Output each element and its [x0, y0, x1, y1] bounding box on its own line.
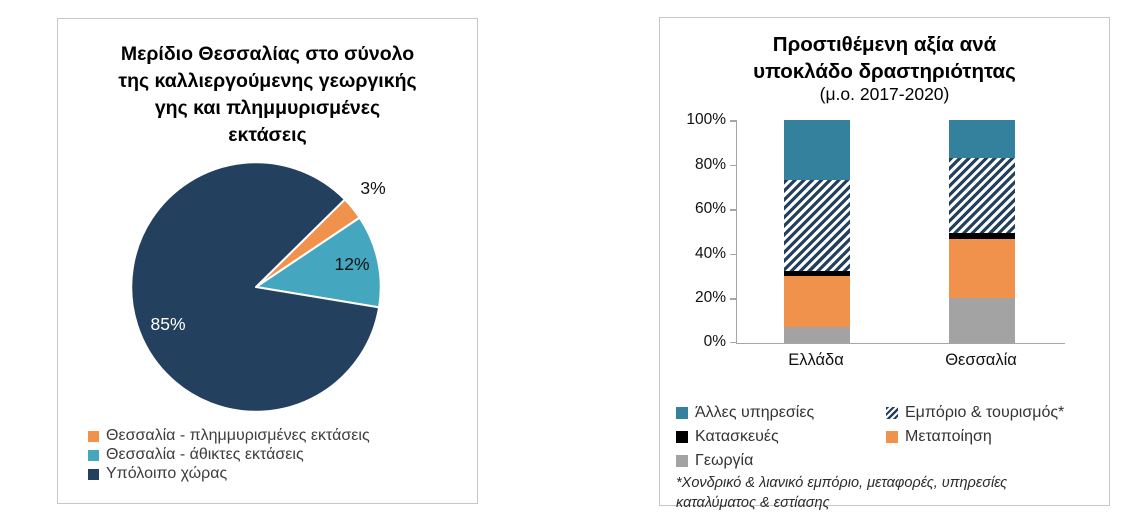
y-axis-tick-label-80: 80% — [694, 155, 726, 173]
pie-title-line-4: εκτάσεις — [228, 124, 307, 146]
pie-legend-item-rest: Υπόλοιπο χώρας — [88, 465, 227, 483]
pie-title-line-3: γης και πλημμυρισμένες — [154, 97, 381, 119]
bar-legend-item-agriculture: Γεωργία — [676, 452, 753, 470]
y-axis-tick-label-20: 20% — [694, 289, 726, 307]
pie-data-label-85: 85% — [150, 314, 186, 334]
pie-legend-item-intact: Θεσσαλία - άθικτες εκτάσεις — [88, 446, 304, 464]
pie-chart — [130, 161, 382, 413]
pie-slice-intact — [255, 216, 382, 309]
bar-segment-Εμπόριο & τουρισμός* — [784, 180, 850, 271]
pie-data-label-3: 3% — [360, 178, 386, 198]
y-axis-tick-mark — [730, 120, 736, 122]
pie-legend-item-flooded: Θεσσαλία - πλημμυρισμένες εκτάσεις — [88, 427, 370, 445]
legend-label: Μεταποίηση — [905, 428, 992, 445]
footnote-line-1: *Χονδρικό & λιανικό εμπόριο, μεταφορές, … — [676, 475, 1008, 491]
legend-label: Άλλες υπηρεσίες — [695, 404, 815, 421]
legend-swatch-light-blue — [88, 449, 99, 461]
y-axis-tick-label-0: 0% — [703, 333, 726, 351]
bar-chart-title: Προστιθέμενη αξία ανά υποκλάδο δραστηριό… — [660, 31, 1109, 85]
bar-chart-panel: Προστιθέμενη αξία ανά υποκλάδο δραστηριό… — [659, 17, 1110, 511]
bar-segment-Άλλες υπηρεσίες — [784, 120, 850, 181]
bar-plot-area — [736, 120, 1065, 344]
x-axis-label-thessaly: Θεσσαλία — [945, 351, 1017, 369]
bar-segment-Γεωργία — [784, 327, 850, 343]
footnote-line-2: καταλύματος & εστίασης — [676, 495, 830, 511]
y-axis-tick-label-40: 40% — [694, 244, 726, 262]
bar-legend-item-manufacturing: Μεταποίηση — [886, 428, 992, 446]
bar-segment-Άλλες υπηρεσίες — [949, 120, 1015, 159]
bar-title-line-2: υποκλάδο δραστηριότητας — [753, 60, 1016, 83]
pie-chart-title: Μερίδιο Θεσσαλίας στο σύνολο της καλλιερ… — [58, 41, 477, 149]
pie-title-line-1: Μερίδιο Θεσσαλίας στο σύνολο — [120, 43, 415, 65]
y-axis-tick-mark — [730, 253, 736, 256]
y-axis-tick-mark — [730, 341, 736, 344]
bar-column — [949, 120, 1015, 343]
legend-label: Γεωργία — [695, 452, 754, 469]
y-axis-tick-mark — [730, 298, 736, 300]
bar-segment-Μεταποίηση — [784, 276, 850, 328]
bar-segment-Εμπόριο & τουρισμός* — [949, 158, 1015, 233]
bar-segment-Μεταποίηση — [949, 239, 1015, 299]
legend-swatch-navy — [88, 468, 99, 480]
legend-swatch-orange — [886, 431, 898, 443]
bar-title-line-1: Προστιθέμενη αξία ανά — [772, 33, 997, 56]
pie-chart-panel: Μερίδιο Θεσσαλίας στο σύνολο της καλλιερ… — [57, 18, 478, 504]
legend-swatch-black — [676, 431, 688, 443]
bar-segment-Κατασκευές — [784, 270, 850, 277]
legend-swatch-gray — [676, 455, 688, 467]
y-axis-tick-mark — [730, 164, 736, 167]
legend-label: Θεσσαλία - πλημμυρισμένες εκτάσεις — [106, 427, 370, 444]
bar-column — [784, 120, 850, 343]
pie-data-label-12: 12% — [334, 254, 370, 274]
pie-title-line-2: της καλλιεργούμενης γεωργικής — [118, 70, 417, 92]
legend-label: Εμπόριο & τουρισμός* — [905, 404, 1065, 421]
legend-label: Υπόλοιπο χώρας — [106, 465, 228, 482]
legend-label: Κατασκευές — [695, 428, 779, 445]
bar-legend-item-other-services: Άλλες υπηρεσίες — [676, 404, 814, 422]
bar-chart-footnote: *Χονδρικό & λιανικό εμπόριο, μεταφορές, … — [676, 473, 1081, 513]
pie-slice-rest-of-country — [130, 161, 381, 413]
legend-label: Θεσσαλία - άθικτες εκτάσεις — [106, 446, 304, 463]
bar-segment-Γεωργία — [949, 298, 1015, 343]
y-axis-tick-label-100: 100% — [686, 111, 726, 128]
bar-chart-subtitle: (μ.ο. 2017-2020) — [819, 84, 950, 104]
bar-legend-item-construction: Κατασκευές — [676, 428, 779, 446]
x-axis-label-greece: Ελλάδα — [788, 351, 844, 369]
y-axis-tick-label-60: 60% — [694, 200, 726, 218]
bar-segment-Κατασκευές — [949, 232, 1015, 240]
legend-swatch-orange — [88, 430, 99, 442]
legend-swatch-teal — [676, 407, 688, 419]
legend-swatch-hatch — [886, 407, 898, 419]
bar-legend-item-trade-tourism: Εμπόριο & τουρισμός* — [886, 404, 1064, 422]
y-axis-tick-mark — [730, 209, 736, 211]
